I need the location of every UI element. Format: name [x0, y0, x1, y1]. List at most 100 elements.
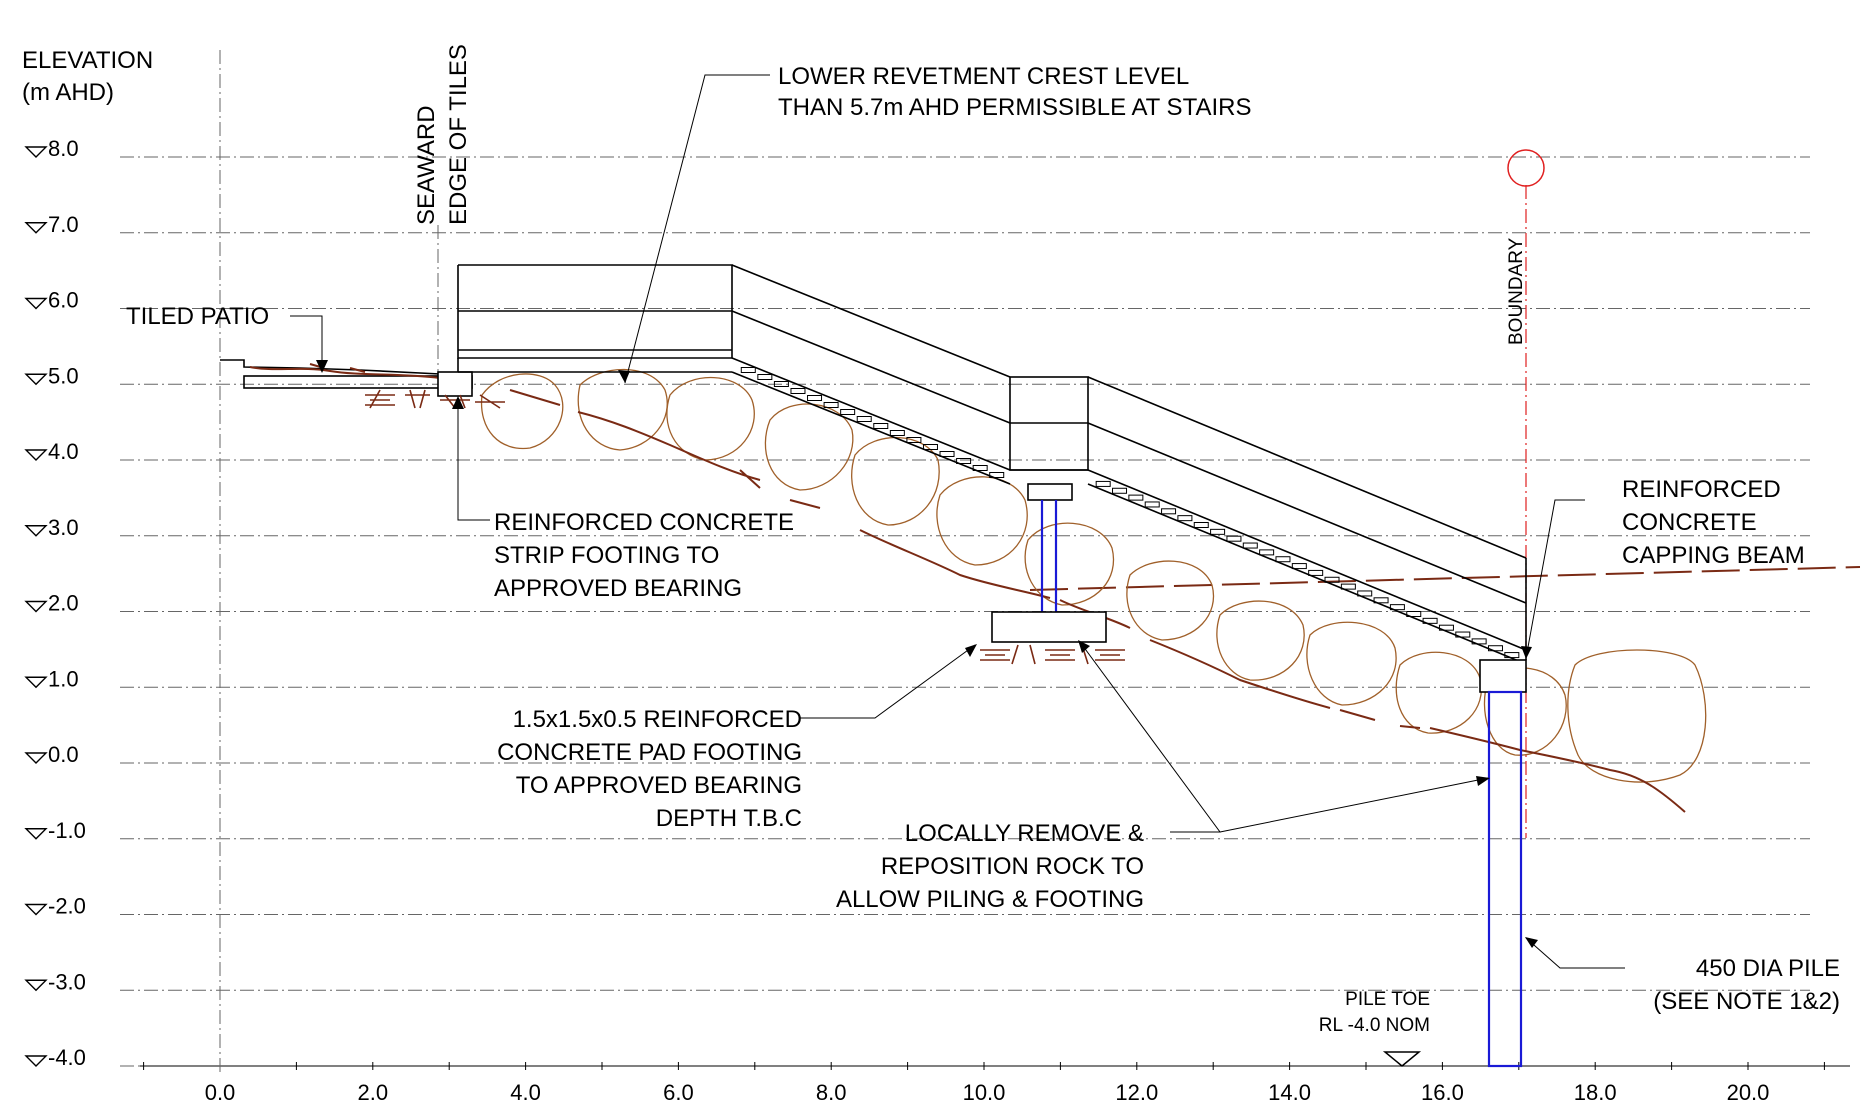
elevation-level-label: 7.0	[48, 212, 79, 237]
level-marker-icon	[24, 525, 48, 537]
boundary-marker	[1507, 149, 1545, 187]
x-axis-tick-label: 4.0	[510, 1080, 541, 1105]
x-axis-tick-label: 18.0	[1574, 1080, 1617, 1105]
level-marker-icon	[24, 222, 48, 234]
stair-tread	[1357, 590, 1373, 597]
x-axis-tick-label: 0.0	[205, 1080, 236, 1105]
level-marker-icon	[24, 600, 48, 613]
stair-tread	[972, 465, 988, 471]
landing-footing	[980, 483, 1125, 665]
stair-tread	[1193, 522, 1209, 528]
level-marker-icon	[24, 903, 48, 916]
stair-tread	[1161, 508, 1177, 515]
pad-footing-note-line3: TO APPROVED BEARING	[516, 772, 802, 799]
pad-footing-note-line4: DEPTH T.B.C	[656, 805, 802, 832]
capping-note-line2: CONCRETE	[1622, 509, 1757, 536]
stair-tread	[1324, 576, 1340, 583]
stair-tread	[1226, 535, 1242, 542]
leader-arrowheads	[316, 360, 1538, 948]
level-marker-icon	[24, 752, 48, 764]
stair-tread	[922, 444, 938, 450]
stair-tread	[1422, 617, 1438, 624]
stair-tread	[856, 416, 872, 422]
seaward-label: SEAWARD	[413, 105, 440, 225]
x-axis: 0.0 2.0 4.0 6.0 8.0 10.0 12.0 14.0 16.0 18.0 20.0	[143, 1062, 1825, 1105]
x-axis-tick-label: 16.0	[1421, 1080, 1464, 1105]
stair-tread	[956, 458, 972, 464]
pile-toe-label: PILE TOE	[1345, 989, 1430, 1010]
elevation-level-label: -3.0	[48, 969, 86, 994]
stair-tread	[1438, 624, 1454, 631]
boundary-label: BOUNDARY	[1506, 237, 1527, 345]
elevation-level-label: 3.0	[48, 515, 79, 540]
crest-note-line1: LOWER REVETMENT CREST LEVEL	[778, 63, 1189, 90]
stair-tread	[840, 409, 856, 415]
stair-tread	[1242, 542, 1258, 549]
stair-tread	[790, 388, 806, 394]
x-axis-tick-label: 14.0	[1268, 1080, 1311, 1105]
stair-tread	[757, 374, 773, 380]
level-marker-icon	[24, 146, 48, 158]
capping-beam-and-pile	[1479, 659, 1527, 1068]
elevation-level-label: 1.0	[48, 666, 79, 691]
stair-tread	[740, 367, 756, 373]
stair-tread	[1455, 631, 1471, 638]
stair-tread	[1177, 515, 1193, 522]
stair-tread	[906, 437, 922, 443]
elevation-level-label: -2.0	[48, 894, 86, 919]
strip-footing-note-line1: REINFORCED CONCRETE	[494, 509, 794, 536]
x-axis-tick-label: 2.0	[358, 1080, 389, 1105]
level-marker-icon	[24, 676, 48, 689]
level-marker-icon	[24, 449, 48, 461]
stair-tread	[1389, 604, 1405, 611]
level-marker-icon	[24, 828, 48, 840]
pile-note-line2: (SEE NOTE 1&2)	[1653, 988, 1840, 1015]
crest-note-line2: THAN 5.7m AHD PERMISSIBLE AT STAIRS	[778, 94, 1251, 121]
x-axis-tick-label: 10.0	[963, 1080, 1006, 1105]
stair-tread	[1128, 494, 1144, 501]
level-marker-icon	[24, 373, 48, 386]
stair-tread	[1487, 645, 1503, 652]
stair-tread	[823, 402, 839, 408]
pile-note-line1: 450 DIA PILE	[1696, 955, 1840, 982]
elevation-level-label: 5.0	[48, 363, 79, 388]
strip-footing-note-line2: STRIP FOOTING TO	[494, 542, 719, 569]
stair-tread	[1144, 501, 1160, 508]
pad-footing-note-line1: 1.5x1.5x0.5 REINFORCED	[513, 706, 802, 733]
pad-footing-note-line2: CONCRETE PAD FOOTING	[497, 739, 802, 766]
stair-tread	[873, 423, 889, 429]
rock-armour	[480, 368, 1707, 783]
stair-tread	[1095, 480, 1111, 487]
elevation-axis-title: ELEVATION	[22, 47, 153, 74]
x-axis-tick-label: 8.0	[816, 1080, 847, 1105]
rock-note-line3: ALLOW PILING & FOOTING	[836, 886, 1144, 913]
stair-tread	[989, 472, 1005, 478]
edge-of-tiles-label: EDGE OF TILES	[445, 44, 472, 225]
x-axis-tick-label: 6.0	[663, 1080, 694, 1105]
stair-tread	[1373, 597, 1389, 604]
tiled-patio-label: TILED PATIO	[126, 303, 269, 330]
rock-note-line1: LOCALLY REMOVE &	[905, 820, 1144, 847]
design-ground-line	[1029, 566, 1861, 591]
capping-note-line1: REINFORCED	[1622, 476, 1781, 503]
stair-tread	[1291, 563, 1307, 570]
strip-footing-note-line3: APPROVED BEARING	[494, 575, 742, 602]
stair-tread	[807, 395, 823, 401]
strip-footing	[365, 371, 505, 409]
level-marker-icon	[24, 1055, 48, 1067]
capping-note-line3: CAPPING BEAM	[1622, 542, 1805, 569]
revetment-structure	[457, 264, 1527, 665]
stair-tread	[773, 381, 789, 387]
stair-tread	[1504, 652, 1520, 659]
elevation-level-label: -1.0	[48, 818, 86, 843]
stair-tread	[1471, 638, 1487, 645]
elevation-level-label: 6.0	[48, 288, 79, 313]
stair-tread	[1308, 569, 1324, 576]
elevation-grid: 8.0 7.0 6.0 5.0 4.0 3.0 2.0 1.0 0.0 -1.0 -2.0 -3.0 -…	[24, 136, 1810, 1070]
pile-toe-marker	[1382, 1051, 1422, 1067]
elevation-level-label: 0.0	[48, 742, 79, 767]
elevation-level-label: 4.0	[48, 439, 79, 464]
stair-tread	[889, 430, 905, 436]
level-marker-icon	[24, 979, 48, 992]
